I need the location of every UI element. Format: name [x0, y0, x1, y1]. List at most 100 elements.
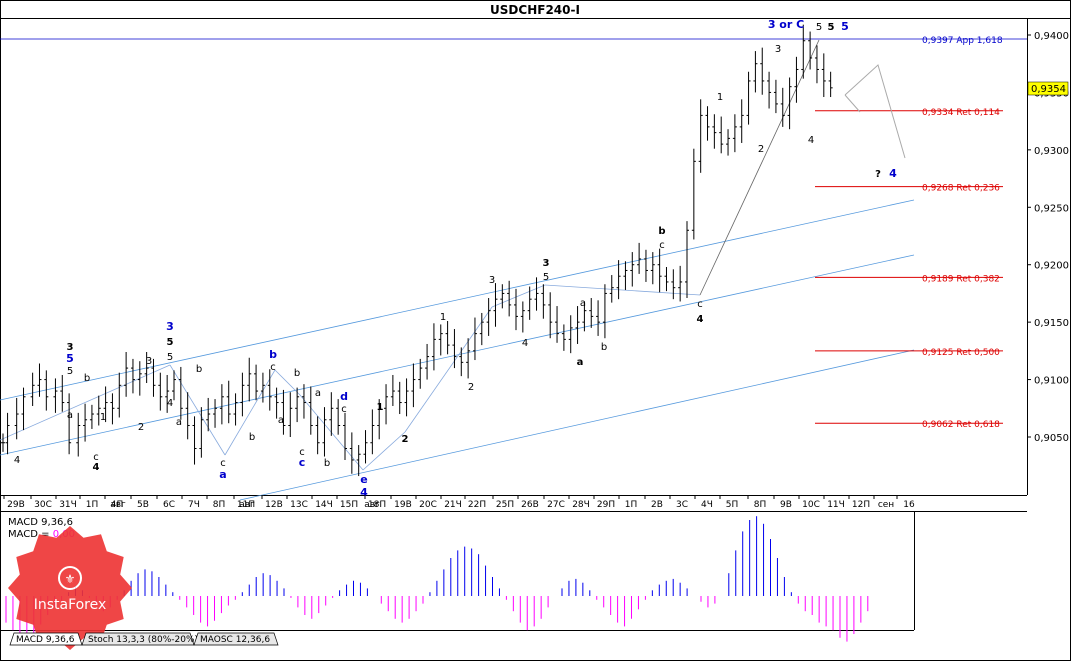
wave-label: 3	[543, 258, 550, 269]
wave-label: e	[360, 473, 367, 486]
wave-label: 5	[543, 272, 549, 283]
time-tick-label: 29В	[7, 500, 25, 510]
time-tick-label: 1П	[86, 500, 99, 510]
wave-label: 5	[167, 352, 173, 363]
current-price-box	[1027, 81, 1069, 96]
time-tick-label: 7Ч	[188, 500, 200, 510]
wave-label: 1	[377, 402, 384, 413]
time-tick-label: 10С	[802, 500, 820, 510]
wave-label: b	[601, 342, 607, 353]
time-tick-label: 20С	[419, 500, 437, 510]
time-tick-label: 5В	[137, 500, 149, 510]
wave-line	[404, 306, 493, 433]
time-tick-label: 6С	[163, 500, 175, 510]
wave-label: b	[196, 364, 202, 375]
fib-label: 0,9189 Ret 0,382	[922, 274, 1000, 284]
time-tick-label: 15П	[340, 500, 358, 510]
time-tick-label: 1П	[625, 500, 638, 510]
indicator-tab[interactable]	[81, 632, 195, 646]
wave-label: 4	[14, 455, 20, 466]
wave-label: 1	[100, 412, 106, 423]
time-tick-label: 26В	[521, 500, 539, 510]
indicator-tabs[interactable]: MACD 9,36,6 Stoch 13,3,3 (80%-20%) MAOSC 1…	[9, 632, 279, 646]
price-tick-label: 0,9150	[1034, 318, 1069, 329]
time-tick-label: 21Ч	[444, 500, 462, 510]
wave-label: 5	[841, 20, 849, 33]
price-tick-label: 0,9100	[1034, 376, 1069, 387]
indicator-tab-label: MAOSC 12,36,6	[200, 635, 270, 645]
macd-label: MACD 9,36,6	[8, 517, 73, 528]
time-tick-label: 9В	[780, 500, 792, 510]
wave-line	[224, 369, 276, 456]
time-tick-label: 11Ч	[827, 500, 845, 510]
month-label: авг	[364, 500, 380, 510]
wave-label: c	[270, 362, 276, 373]
time-tick-label: 30С	[34, 500, 52, 510]
wave-label: 3 or C	[768, 18, 804, 31]
logo-emblem-glyph: ⚜	[65, 572, 76, 586]
wave-label: c	[299, 447, 305, 458]
time-tick-label: 28Ч	[572, 500, 590, 510]
time-tick-label: 11П	[237, 500, 255, 510]
channel-line	[239, 349, 915, 501]
wave-label: 2	[468, 382, 474, 393]
time-tick-label: 29П	[597, 500, 615, 510]
wave-label: a	[219, 468, 226, 481]
time-tick-label: 14Ч	[315, 500, 333, 510]
time-tick-label: 13С	[290, 500, 308, 510]
time-tick-label: 2В	[651, 500, 663, 510]
indicator-tab[interactable]	[9, 632, 83, 646]
price-bars	[1, 24, 833, 477]
wave-label: b	[269, 348, 277, 361]
wave-label: 3	[67, 342, 74, 353]
time-tick-label: 18П	[368, 500, 386, 510]
chart-title: USDCHF240-I	[490, 3, 580, 17]
price-tick-label: 0,9200	[1034, 261, 1069, 272]
wave-label: 4	[889, 167, 897, 180]
macd-value-prefix: MACD =	[8, 529, 53, 540]
fib-label: 0,9062 Ret 0,618	[922, 420, 1000, 430]
time-tick-label: 19В	[394, 500, 412, 510]
month-label: авг	[110, 500, 126, 510]
indicator-tab[interactable]	[193, 632, 279, 646]
wave-label: 5	[67, 366, 73, 377]
wave-label: b	[294, 368, 300, 379]
wave-label: a	[67, 410, 73, 421]
wave-label: 5	[828, 22, 835, 33]
time-tick-label: 31Ч	[59, 500, 77, 510]
wave-label: a	[278, 415, 284, 426]
fibonacci-levels: 0,9397 App 1,618 0,9334 Ret 0,114 0,9268 R…	[815, 36, 1003, 430]
wave-label: 1	[717, 92, 723, 103]
wave-label: a	[580, 298, 586, 309]
wave-line	[544, 284, 701, 296]
wave-label: d	[340, 390, 348, 403]
wave-label: c	[659, 240, 665, 251]
fib-label: 0,9334 Ret 0,114	[922, 108, 1000, 118]
wave-line	[274, 369, 301, 396]
price-tick-label: 0,9250	[1034, 203, 1069, 214]
price-tick-label: 0,9300	[1034, 146, 1069, 157]
time-tick-label: 4Ч	[701, 500, 713, 510]
wave-line	[699, 39, 820, 296]
current-price-marker: 0,9354	[1027, 81, 1069, 96]
wave-label: 4	[360, 486, 368, 499]
wave-label: c	[220, 458, 226, 469]
time-tick-label: 22П	[468, 500, 486, 510]
time-ticks: 29В 30С 31Ч 1П 4П 5В 6С 7Ч 8П 11П 12В 13С 14Ч 15П 18П 1…	[3, 495, 915, 510]
time-tick-label: 25П	[496, 500, 514, 510]
price-tick-label: 0,9050	[1034, 433, 1069, 444]
wave-label: 1	[440, 312, 446, 323]
logo-emblem-icon	[58, 566, 82, 590]
channel-line	[0, 199, 915, 401]
time-tick-label: 16	[903, 500, 915, 510]
wave-label: a	[315, 388, 321, 399]
time-tick-label: 12П	[852, 500, 870, 510]
time-tick-label: 4П	[111, 500, 124, 510]
wave-label: c	[299, 456, 306, 469]
time-tick-label: 5П	[726, 500, 739, 510]
wave-line	[0, 364, 171, 441]
instaforex-logo: ⚜ InstaForex	[8, 526, 132, 650]
